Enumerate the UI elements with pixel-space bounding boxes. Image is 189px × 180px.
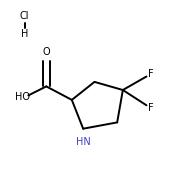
Text: F: F [148,69,154,79]
Text: HO: HO [15,92,30,102]
Text: HN: HN [76,137,91,147]
Text: H: H [21,29,28,39]
Text: O: O [43,47,50,57]
Text: Cl: Cl [20,11,29,21]
Text: F: F [148,103,154,113]
